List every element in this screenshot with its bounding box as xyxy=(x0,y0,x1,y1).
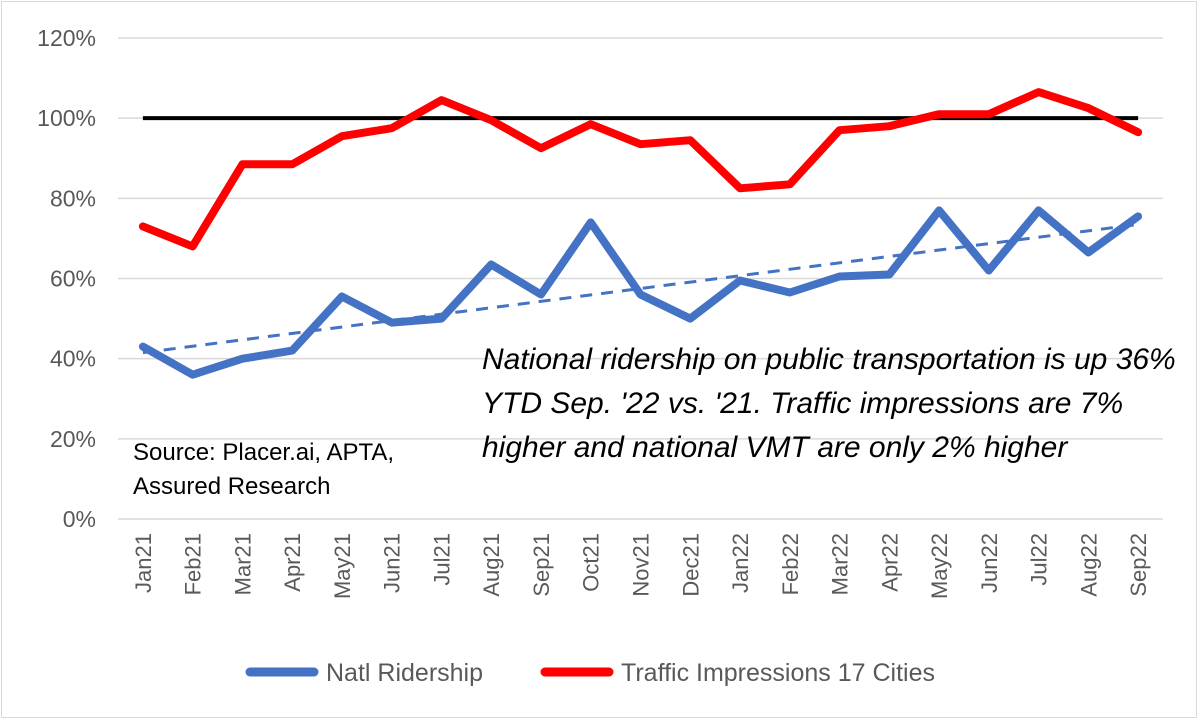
y-tick-label: 60% xyxy=(50,266,96,292)
x-tick-label: Jul21 xyxy=(429,533,454,586)
x-tick-label: Jul22 xyxy=(1027,533,1052,586)
x-tick-label: Jun22 xyxy=(977,533,1002,593)
y-tick-label: 0% xyxy=(63,506,96,532)
y-tick-label: 100% xyxy=(37,105,96,131)
y-tick-label: 20% xyxy=(50,426,96,452)
x-tick-label: Jan21 xyxy=(131,533,156,593)
x-axis-ticks: Jan21 Feb21 Mar21 Apr21 May21 Jun21 Jul21 Aug21… xyxy=(131,533,1151,599)
x-tick-label: Apr21 xyxy=(280,533,305,592)
x-tick-label: Feb22 xyxy=(778,533,803,595)
y-tick-label: 40% xyxy=(50,346,96,372)
y-tick-label: 120% xyxy=(37,25,96,51)
series-line-1 xyxy=(138,88,1143,251)
x-tick-label: Feb21 xyxy=(181,533,206,595)
x-tick-label: May22 xyxy=(927,533,952,599)
x-tick-label: Jan22 xyxy=(728,533,753,593)
series-lines xyxy=(138,88,1143,379)
x-tick-label: Jun21 xyxy=(380,533,405,593)
x-tick-label: May21 xyxy=(330,533,355,599)
annotation-note: National ridership on public transportat… xyxy=(482,343,1176,464)
x-tick-label: Mar22 xyxy=(828,533,853,595)
source-note: Source: Placer.ai, APTA, Assured Researc… xyxy=(133,439,395,500)
x-tick-label: Sep21 xyxy=(529,533,554,597)
x-tick-label: Oct21 xyxy=(579,533,604,592)
x-tick-label: Aug21 xyxy=(479,533,504,597)
legend-label: Natl Ridership xyxy=(326,659,483,687)
y-tick-label: 80% xyxy=(50,185,96,211)
x-tick-label: Apr22 xyxy=(877,533,902,592)
x-tick-label: Sep22 xyxy=(1126,533,1151,597)
x-tick-label: Mar21 xyxy=(230,533,255,595)
x-tick-label: Aug22 xyxy=(1076,533,1101,597)
legend-label: Traffic Impressions 17 Cities xyxy=(621,659,935,687)
x-tick-label: Dec21 xyxy=(678,533,703,597)
x-tick-label: Nov21 xyxy=(629,533,654,597)
series-line-0 xyxy=(138,206,1143,379)
y-axis-ticks: 0% 20% 40% 60% 80% 100% 120% xyxy=(37,25,96,532)
legend: Natl Ridership Traffic Impressions 17 Cit… xyxy=(245,659,935,687)
